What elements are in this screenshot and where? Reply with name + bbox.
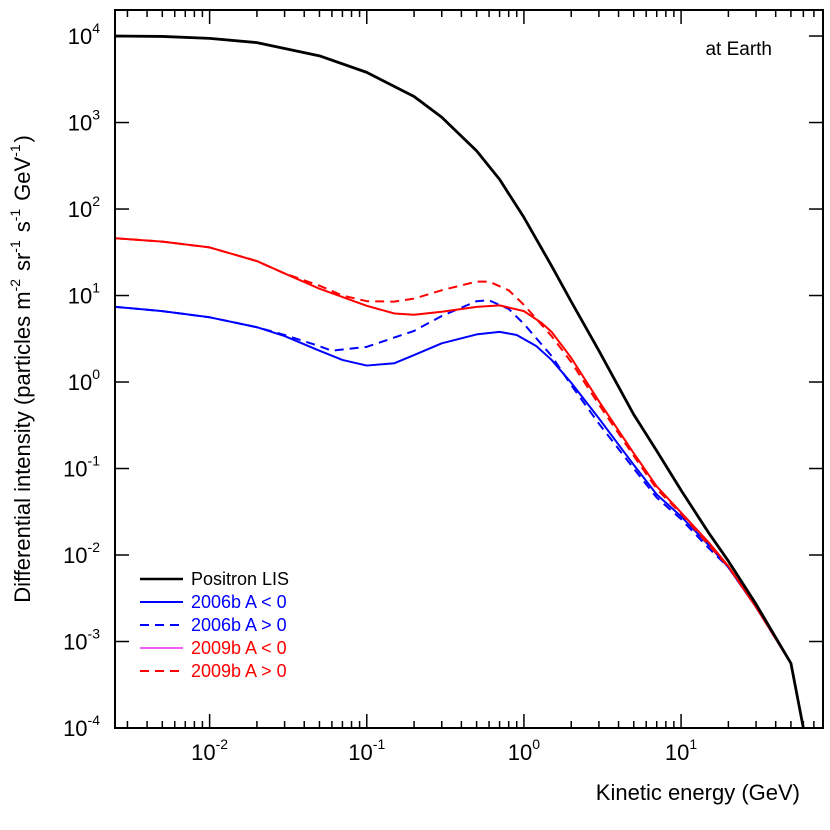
- axis-ticks: [115, 10, 824, 729]
- y-tick-labels: 10-4 10-3 10-2 10-1 100 101 102 103 104: [63, 20, 100, 741]
- annotation-at-earth: at Earth: [705, 39, 772, 60]
- x-axis-label: Kinetic energy (GeV): [596, 780, 800, 805]
- x-tick-label: 100: [508, 736, 540, 765]
- y-tick-label: 101: [68, 280, 100, 309]
- x-tick-label: 10-2: [191, 736, 228, 765]
- legend-label-2009b-a-0: 2009b A > 0: [191, 661, 287, 681]
- y-tick-label: 102: [68, 193, 100, 222]
- y-tick-label: 10-2: [63, 539, 100, 568]
- x-tick-label: 101: [665, 736, 697, 765]
- x-tick-labels: 10-2 10-1 100 101: [191, 736, 697, 765]
- legend-label-2006b-a-0: 2006b A > 0: [191, 615, 287, 635]
- legend-label-2009b-a-0: 2009b A < 0: [191, 638, 287, 658]
- y-axis-label: Differential intensity (particles m-2 sr…: [7, 135, 35, 603]
- x-tick-label: 10-1: [348, 736, 385, 765]
- y-tick-label: 104: [68, 20, 100, 49]
- series-lines: [115, 34, 805, 728]
- y-tick-label: 10-3: [63, 626, 100, 655]
- series-line-2006b-a-0: [115, 299, 805, 728]
- y-tick-label: 100: [68, 366, 100, 395]
- series-line-2009b-overlay: [115, 237, 805, 728]
- legend-label-positron-lis: Positron LIS: [191, 569, 289, 589]
- y-tick-label: 10-4: [63, 712, 100, 741]
- legend-label-2006b-a-0: 2006b A < 0: [191, 592, 287, 612]
- plot-frame: [114, 9, 824, 729]
- legend: Positron LIS 2006b A < 0 2006b A > 0 2009b …: [140, 569, 289, 681]
- y-tick-label: 103: [68, 107, 100, 136]
- series-line-positron-lis: [115, 34, 805, 728]
- y-tick-label: 10-1: [63, 453, 100, 482]
